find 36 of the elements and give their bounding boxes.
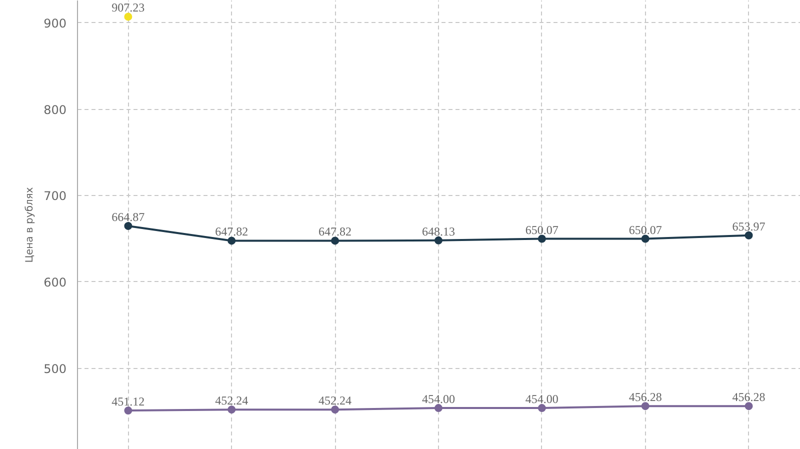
y-tick-label: 800 bbox=[44, 102, 66, 117]
y-tick-label: 600 bbox=[44, 275, 66, 290]
point bbox=[331, 406, 340, 414]
data-label: 653.97 bbox=[732, 219, 766, 234]
data-label: 456.28 bbox=[628, 390, 662, 404]
point bbox=[744, 231, 753, 240]
data-label: 650.07 bbox=[628, 222, 662, 237]
data-label: 452.24 bbox=[318, 394, 352, 408]
data-label: 451.12 bbox=[112, 394, 145, 409]
point bbox=[124, 222, 132, 230]
point bbox=[641, 402, 650, 410]
data-label: 664.87 bbox=[112, 210, 145, 224]
point bbox=[538, 234, 546, 243]
y-tick-label: 500 bbox=[44, 362, 66, 376]
data-label: 647.82 bbox=[215, 224, 248, 239]
point bbox=[124, 406, 132, 415]
point bbox=[228, 406, 236, 414]
point bbox=[228, 236, 236, 245]
point bbox=[124, 12, 132, 21]
point bbox=[331, 236, 340, 245]
y-axis-title: Цена в рублях bbox=[24, 187, 36, 263]
y-tick-label: 700 bbox=[44, 189, 66, 204]
point bbox=[641, 234, 650, 243]
data-label: 907.23 bbox=[112, 0, 145, 15]
data-label: 456.28 bbox=[732, 390, 766, 404]
point bbox=[434, 236, 442, 244]
data-label: 648.13 bbox=[422, 224, 455, 238]
point bbox=[434, 404, 442, 412]
point bbox=[538, 404, 546, 412]
data-label: 454.00 bbox=[422, 392, 455, 406]
data-label: 650.07 bbox=[525, 222, 558, 237]
data-label: 647.82 bbox=[318, 224, 352, 239]
point bbox=[744, 402, 753, 410]
y-tick-label: 900 bbox=[44, 16, 66, 30]
data-label: 452.24 bbox=[215, 394, 248, 408]
data-label: 454.00 bbox=[525, 392, 558, 406]
